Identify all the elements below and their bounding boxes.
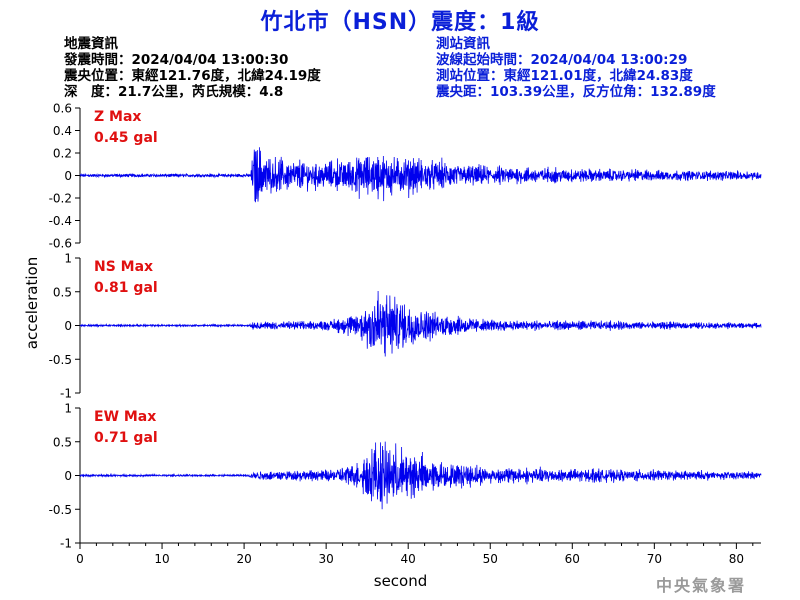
agency-watermark: 中央氣象署 — [656, 576, 747, 595]
x-tick-label: 80 — [729, 552, 744, 566]
y-tick-label: 0.2 — [53, 147, 72, 161]
station-distance-azimuth: 震央距：103.39公里，反方位角：132.89度 — [436, 84, 716, 100]
y-tick-label: 0.4 — [53, 124, 72, 138]
station-location: 測站位置：東經121.01度，北緯24.83度 — [436, 68, 693, 84]
y-tick-label: 0.5 — [53, 285, 72, 299]
x-tick-label: 50 — [483, 552, 498, 566]
x-tick-label: 70 — [647, 552, 662, 566]
y-tick-label: 1 — [64, 252, 72, 266]
x-tick-label: 40 — [401, 552, 416, 566]
z-max-value: 0.45 gal — [94, 130, 158, 146]
z-waveform-series — [79, 147, 762, 203]
y-axis-label: acceleration — [23, 257, 41, 349]
y-tick-label: -1 — [60, 537, 72, 551]
y-tick-label: -0.6 — [49, 237, 72, 251]
y-tick-label: 0.5 — [53, 435, 72, 449]
x-tick-label: 10 — [154, 552, 169, 566]
y-tick-label: 0.6 — [53, 102, 72, 116]
y-tick-label: 0 — [64, 469, 72, 483]
quake-depth-magnitude: 深 度：21.7公里，芮氏規模：4.8 — [64, 84, 284, 100]
y-tick-label: -0.5 — [49, 503, 72, 517]
y-tick-label: 0 — [64, 319, 72, 333]
quake-info-heading: 地震資訊 — [64, 36, 118, 52]
y-tick-label: 1 — [64, 402, 72, 416]
ew-waveform-series — [79, 441, 762, 510]
x-tick-label: 0 — [76, 552, 84, 566]
ew-max-label: EW Max — [94, 409, 156, 425]
x-tick-label: 60 — [565, 552, 580, 566]
quake-epicenter: 震央位置：東經121.76度，北緯24.19度 — [64, 68, 321, 84]
ns-waveform-series — [79, 290, 762, 357]
y-tick-label: 0 — [64, 169, 72, 183]
y-tick-label: -0.2 — [49, 192, 72, 206]
ns-max-value: 0.81 gal — [94, 280, 158, 296]
station-wave-start-time: 波線起始時間：2024/04/04 13:00:29 — [436, 52, 688, 68]
y-tick-label: -0.4 — [49, 214, 72, 228]
x-tick-label: 30 — [319, 552, 334, 566]
station-info-heading: 測站資訊 — [436, 36, 490, 52]
ew-max-value: 0.71 gal — [94, 430, 158, 446]
z-max-label: Z Max — [94, 109, 141, 125]
y-tick-label: -1 — [60, 387, 72, 401]
y-tick-label: -0.5 — [49, 353, 72, 367]
quake-origin-time: 發震時間：2024/04/04 13:00:30 — [64, 52, 289, 68]
x-tick-label: 20 — [236, 552, 251, 566]
x-axis-label: second — [374, 572, 428, 590]
chart-title: 竹北市（HSN）震度：1級 — [260, 10, 540, 35]
ns-max-label: NS Max — [94, 259, 153, 275]
